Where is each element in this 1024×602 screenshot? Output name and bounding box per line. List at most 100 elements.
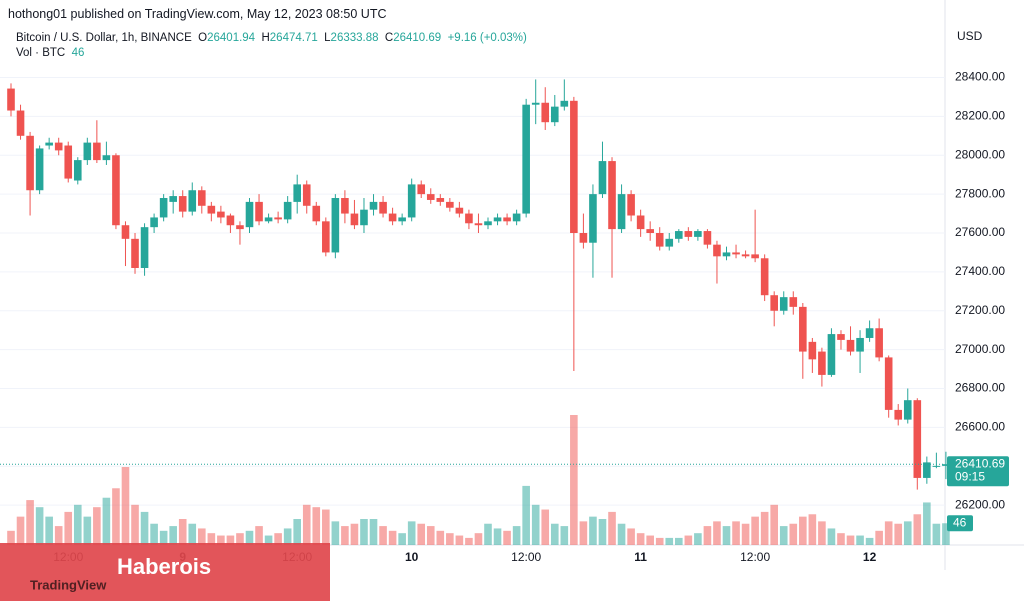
volume-bar — [341, 526, 349, 545]
volume-bar — [560, 526, 569, 545]
volume-bar — [713, 521, 721, 545]
volume-bar — [512, 526, 521, 545]
candle-body — [236, 225, 244, 230]
candle-body — [331, 198, 340, 253]
price-tag — [947, 456, 1009, 487]
volume-tag-label: 46 — [953, 515, 967, 529]
candle-body — [770, 295, 778, 311]
volume-bar — [741, 523, 750, 545]
y-tick-label: 28400.00 — [955, 70, 1005, 84]
volume-bar — [446, 533, 454, 545]
volume-bar — [350, 523, 359, 545]
candle-body — [388, 213, 397, 222]
y-tick-label: 27200.00 — [955, 303, 1005, 317]
logo-text: TradingView — [30, 577, 107, 592]
publish-header: hothong01 published on TradingView.com, … — [8, 7, 387, 21]
candle-body — [713, 244, 721, 257]
candle-body — [827, 334, 836, 375]
volume-bar — [522, 485, 530, 545]
volume-bar — [675, 537, 683, 545]
candle-body — [293, 184, 301, 202]
volume-bar — [655, 537, 664, 545]
watermark-box — [0, 543, 330, 601]
candle-body — [646, 229, 654, 233]
volume-bar — [627, 528, 635, 545]
candle-body — [903, 400, 912, 420]
candle-body — [570, 100, 578, 234]
candle-body — [398, 217, 406, 222]
x-tick-label: 10 — [405, 550, 419, 564]
change-label: +9.16 (+0.03%) — [447, 32, 527, 44]
candle-body — [379, 201, 387, 214]
candle-body — [26, 135, 34, 191]
volume-bar — [140, 511, 149, 545]
volume-bar — [808, 514, 817, 545]
volume-bar — [169, 526, 177, 545]
candle-body — [465, 213, 473, 224]
watermark: Haberois — [117, 554, 211, 579]
candle-body — [789, 297, 798, 307]
volume-bar — [846, 535, 855, 545]
legend: Bitcoin / U.S. Dollar, 1h, BINANCE O2640… — [16, 32, 527, 59]
ohlc-label: H — [261, 32, 270, 44]
ohlc-value: 26333.88 — [330, 32, 379, 44]
volume-bar — [102, 497, 111, 545]
candle-body — [617, 194, 626, 230]
candle-body — [217, 211, 225, 218]
candle-body — [83, 142, 92, 161]
candle-body — [245, 201, 254, 228]
volume-bar — [7, 530, 15, 545]
volume-bar — [331, 521, 340, 545]
candle-body — [923, 462, 931, 478]
volume-bar — [379, 526, 387, 545]
volume-bar — [503, 530, 511, 545]
candle-body — [522, 104, 530, 214]
y-tick-label: 27000.00 — [955, 342, 1005, 356]
volume-bar — [150, 523, 158, 545]
volume-bar — [93, 507, 101, 545]
volume-bar — [932, 523, 941, 545]
ohlc-value: 26401.94 — [207, 32, 256, 44]
candle-body — [121, 225, 130, 239]
candle-body — [865, 328, 874, 338]
x-tick-label: 12:00 — [511, 550, 541, 564]
volume-bar — [112, 488, 120, 545]
volume-bar — [875, 530, 883, 545]
volume-bar — [837, 533, 845, 545]
candle-body — [932, 465, 941, 467]
ohlc-label: C — [384, 32, 394, 44]
volume-bar — [73, 504, 82, 545]
volume-bar — [923, 502, 931, 545]
candle-body — [589, 194, 597, 243]
volume-bar — [913, 514, 922, 545]
volume-bar — [64, 511, 73, 545]
volume-bar — [694, 533, 702, 545]
candle-body — [360, 209, 368, 226]
volume-bar — [245, 530, 254, 545]
x-tick-label: 11 — [634, 550, 647, 564]
candle-body — [636, 215, 645, 230]
candle-body — [274, 217, 282, 220]
candle-body — [608, 161, 616, 230]
volume-bar — [474, 533, 483, 545]
volume-bar — [884, 521, 893, 545]
volume-bar — [274, 533, 282, 545]
candle-body — [512, 213, 521, 222]
volume-bar — [322, 509, 330, 545]
volume-bar — [264, 535, 273, 545]
candle-body — [799, 306, 807, 352]
candle-body — [598, 161, 607, 195]
candle-body — [341, 198, 349, 214]
y-axis-label: USD — [957, 29, 983, 43]
candle-body — [188, 190, 197, 212]
candle-body — [655, 233, 664, 247]
candle-body — [93, 142, 101, 161]
y-tick-label: 28200.00 — [955, 109, 1005, 123]
candle-body — [159, 198, 168, 218]
ohlc-value: 26474.71 — [269, 32, 318, 44]
candle-body — [579, 233, 588, 243]
candle-body — [884, 357, 893, 410]
ohlc-value: 26410.69 — [393, 32, 442, 44]
candle-body — [818, 351, 826, 375]
candle-body — [255, 201, 263, 222]
